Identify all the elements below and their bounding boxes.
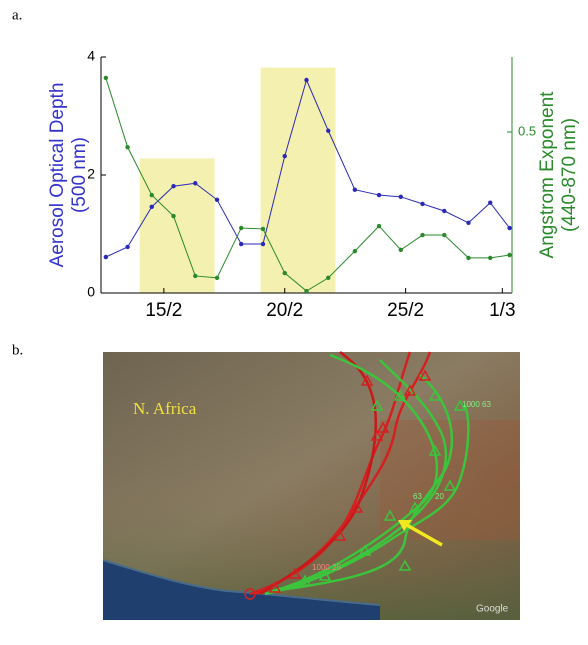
y-tick-label: 4 (87, 48, 95, 64)
y2-axis-label: (440-870 nm) (559, 118, 580, 232)
data-point (193, 181, 197, 185)
data-point (239, 226, 243, 230)
data-point (261, 227, 265, 231)
data-point (420, 233, 424, 237)
y-axis-label: (500 nm) (69, 137, 90, 213)
x-tick-label: 20/2 (266, 300, 303, 321)
map-credit: Google (476, 604, 509, 615)
data-point (466, 256, 470, 260)
data-point (171, 214, 175, 218)
data-point (507, 226, 511, 230)
x-tick-label: 1/3 (489, 300, 515, 321)
data-point (353, 188, 357, 192)
data-point (150, 205, 154, 209)
data-point (125, 245, 129, 249)
map-annotation: 20 (435, 492, 444, 501)
map-annotation: 63 (413, 492, 422, 501)
data-point (125, 145, 129, 149)
data-point (399, 195, 403, 199)
y-tick-label: 0 (87, 284, 95, 300)
page: a. b. 0240.515/220/225/21/3Aerosol Optic… (0, 0, 588, 645)
y2-axis-label: Angstrom Exponent (537, 91, 558, 259)
highlight (261, 68, 336, 293)
data-point (507, 253, 511, 257)
data-point (399, 248, 403, 252)
x-tick-label: 25/2 (387, 300, 424, 321)
data-point (304, 289, 308, 293)
y2-tick-label: 0.5 (518, 123, 536, 138)
data-point (420, 202, 424, 206)
data-point (239, 242, 243, 246)
data-point (304, 78, 308, 82)
data-point (442, 209, 446, 213)
data-point (193, 274, 197, 278)
data-point (326, 129, 330, 133)
data-point (353, 249, 357, 253)
data-point (104, 76, 108, 80)
data-point (171, 184, 175, 188)
data-point (104, 255, 108, 259)
data-point (442, 233, 446, 237)
map-annotation: 1000 25 (312, 563, 341, 572)
data-point (215, 276, 219, 280)
data-point (283, 271, 287, 275)
data-point (466, 221, 470, 225)
panel-label: b. (12, 342, 23, 358)
data-point (488, 256, 492, 260)
map: N. Africa 1000 63 63 20 1000 25 Google (103, 352, 520, 620)
data-point (488, 201, 492, 205)
data-point (283, 154, 287, 158)
data-point (215, 198, 219, 202)
data-point (326, 276, 330, 280)
data-point (377, 224, 381, 228)
data-point (377, 193, 381, 197)
panel-label: a. (12, 7, 22, 23)
data-point (150, 193, 154, 197)
data-point (261, 242, 265, 246)
map-annotation: 1000 63 (462, 400, 491, 409)
region-label: N. Africa (133, 399, 197, 418)
figure: a. b. 0240.515/220/225/21/3Aerosol Optic… (0, 0, 588, 645)
y-axis-label: Aerosol Optical Depth (47, 83, 68, 268)
x-tick-label: 15/2 (145, 300, 182, 321)
